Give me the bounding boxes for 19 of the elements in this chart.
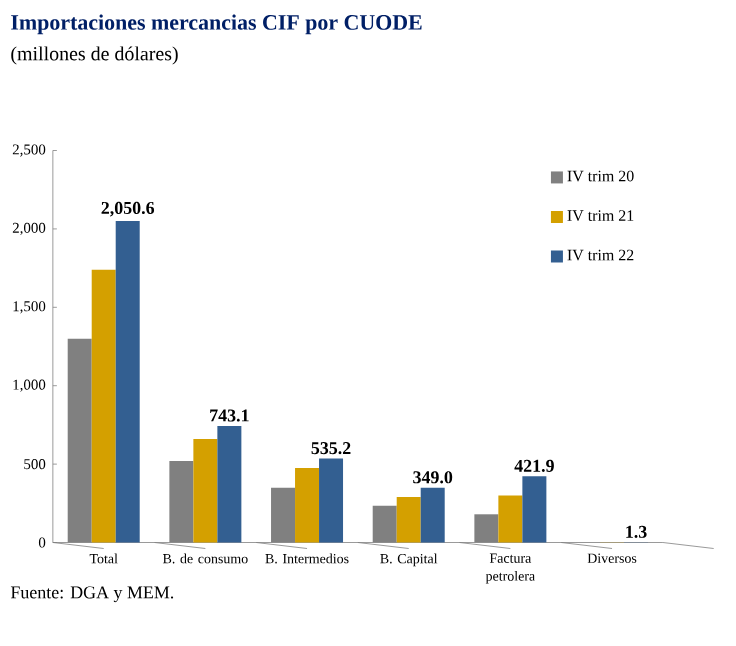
source-note: Fuente: DGA y MEM. — [10, 586, 174, 603]
chart-subtitle: (millones de dólares) — [11, 46, 178, 65]
data-label: 421.9 — [514, 459, 554, 472]
bar — [193, 439, 218, 543]
chart-title: Importaciones mercancias CIF por CUODE — [11, 14, 422, 35]
data-label: 349.0 — [413, 471, 453, 484]
bar — [115, 220, 140, 543]
bar — [295, 468, 320, 543]
data-label: 1.3 — [626, 525, 647, 538]
data-label: 743.1 — [210, 409, 249, 422]
bar — [91, 269, 116, 543]
bar — [319, 458, 344, 543]
data-label: 535.2 — [311, 442, 351, 455]
bar — [498, 495, 523, 543]
bar — [217, 426, 242, 543]
data-label: 2,050.6 — [101, 201, 155, 217]
bar — [522, 476, 547, 543]
bar — [420, 487, 445, 543]
bar — [396, 497, 421, 543]
